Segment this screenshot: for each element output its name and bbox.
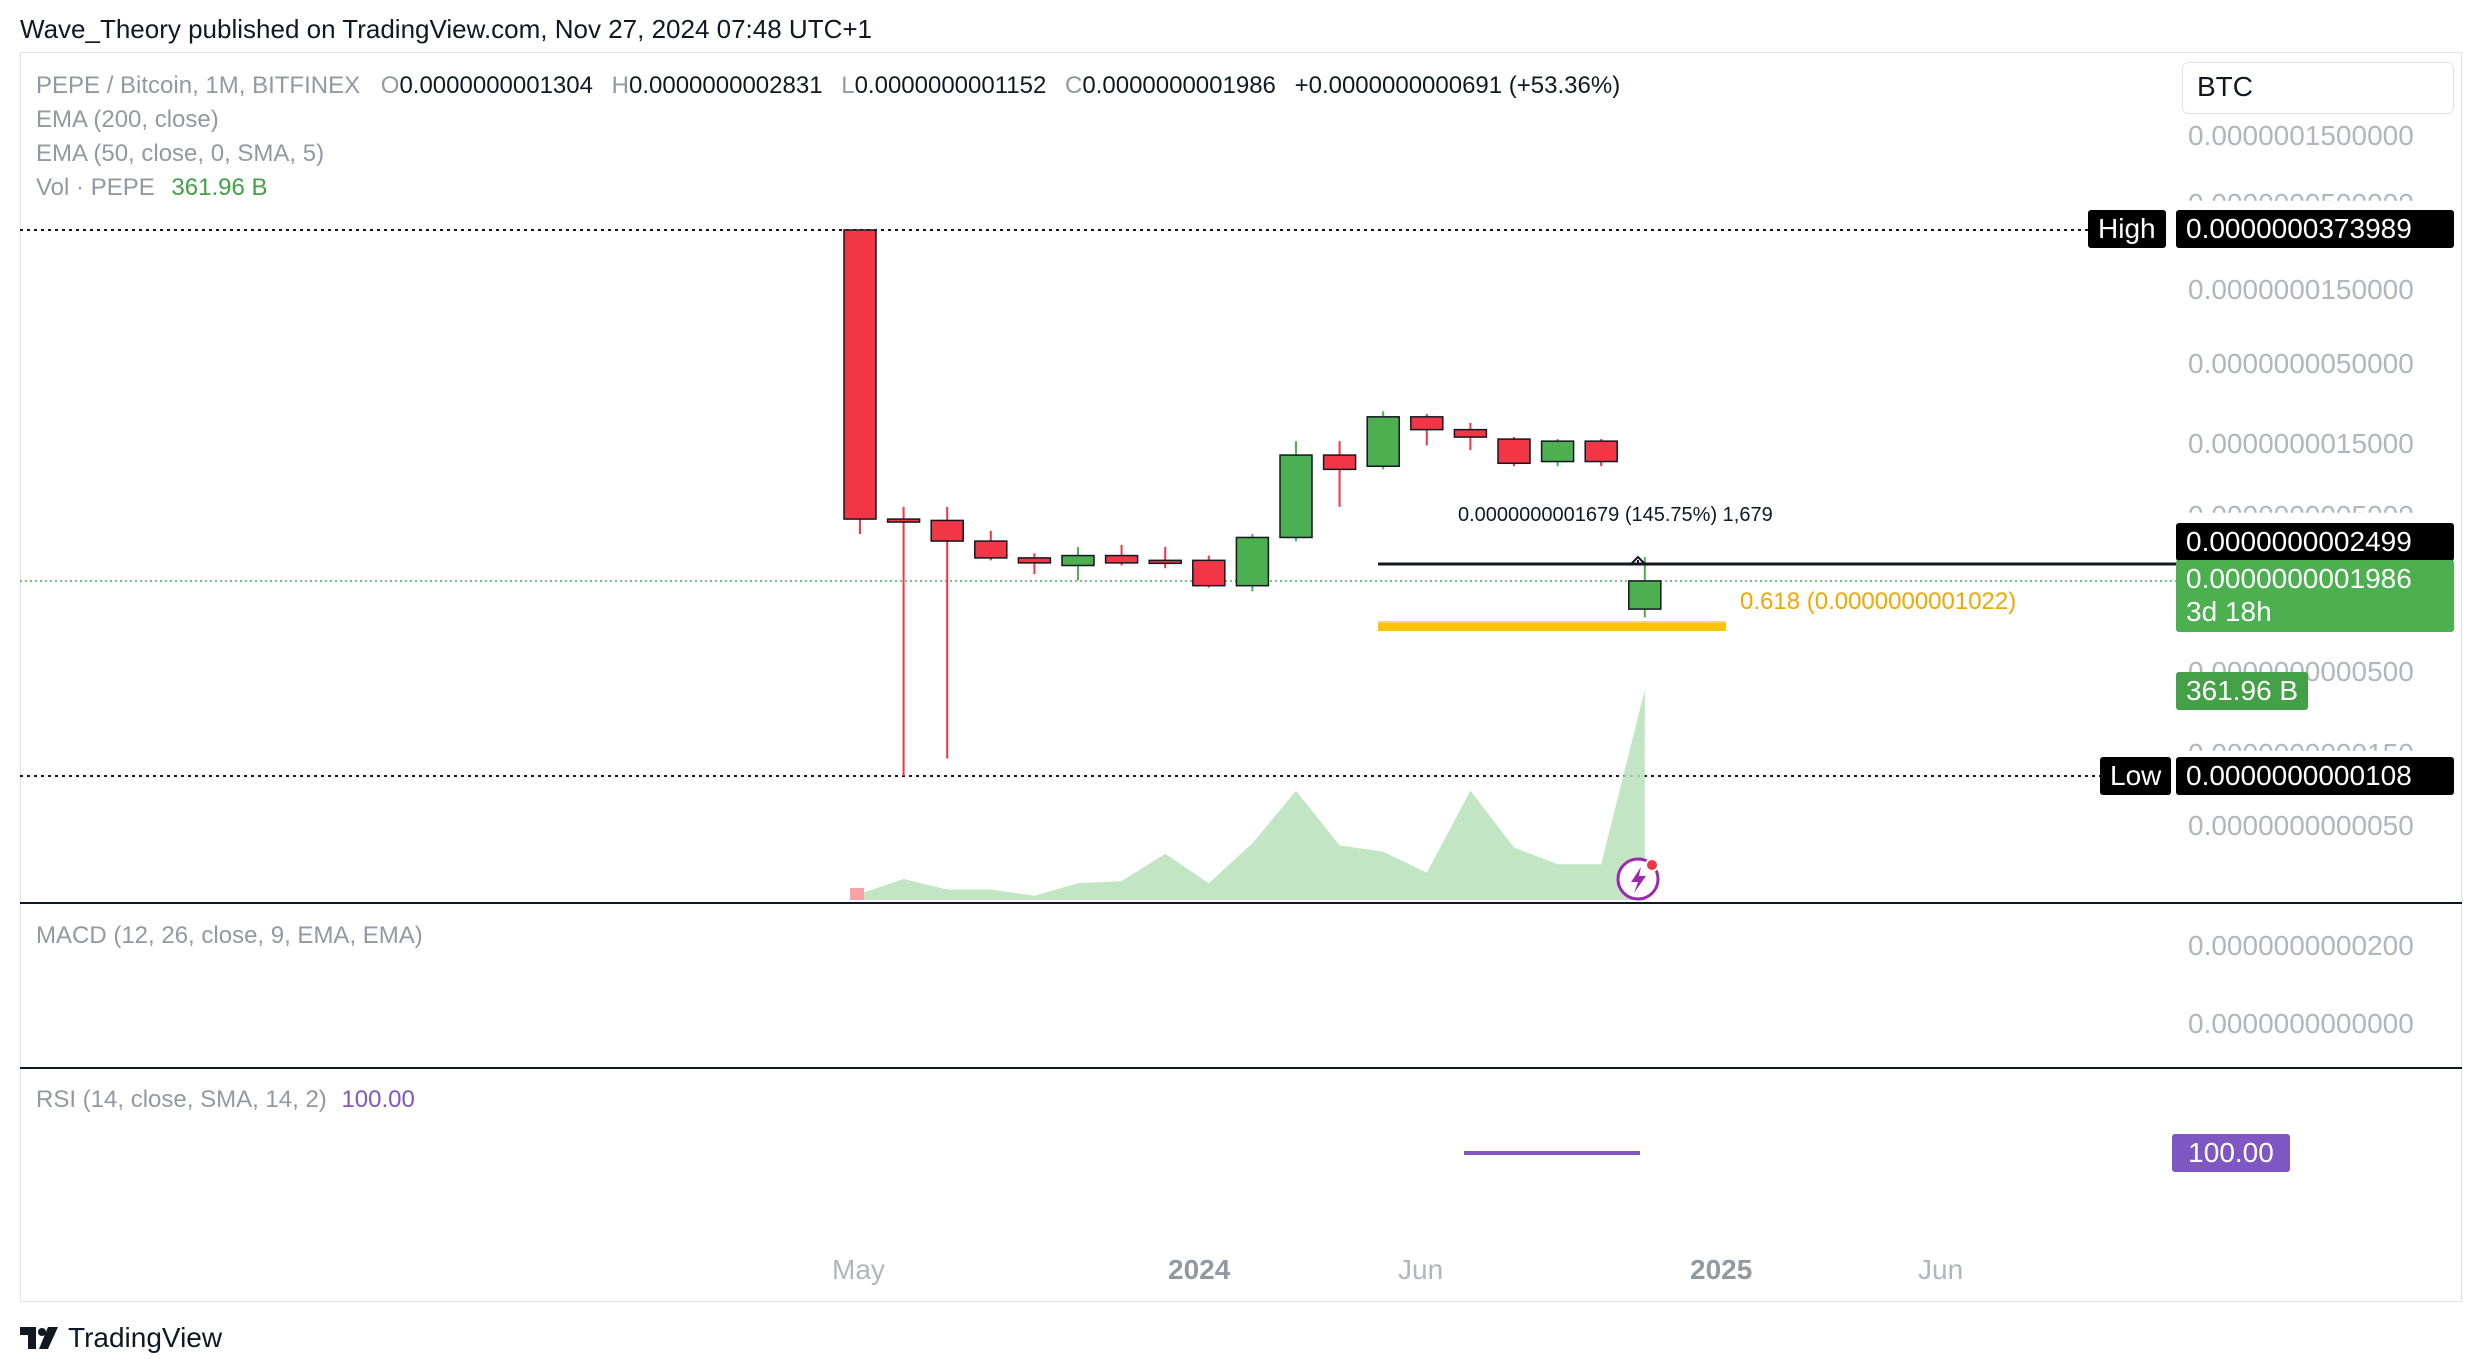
price-tick: 0.0000000000150 [2188, 738, 2414, 769]
countdown-value: 3d 18h [2186, 596, 2272, 627]
low-tag-label: Low [2100, 757, 2172, 795]
macd-title[interactable]: MACD (12, 26, close, 9, EMA, EMA) [36, 922, 423, 949]
rsi-legend[interactable]: RSI (14, close, SMA, 14, 2) 100.00 [36, 1086, 415, 1114]
price-tick: 0.0000000150000 [2188, 274, 2414, 305]
candle-body [1584, 440, 1618, 463]
fib-label: 0.618 (0.0000000001022) [1740, 588, 2017, 615]
candle-body [1279, 454, 1313, 539]
symbol-label[interactable]: PEPE / Bitcoin, 1M, BITFINEX [36, 72, 361, 99]
candle [930, 506, 964, 759]
high-label: H [611, 72, 629, 99]
high-value: 0.0000000002831 [629, 72, 823, 99]
candle-body [1628, 580, 1662, 610]
candle [1628, 557, 1662, 618]
candle [1061, 546, 1095, 581]
ohlc-legend: PEPE / Bitcoin, 1M, BITFINEX O0.00000000… [36, 72, 1620, 100]
volume-area [850, 690, 1645, 900]
lightning-icon[interactable] [1616, 857, 1660, 901]
candle-body [1410, 416, 1444, 431]
candle-body [1104, 554, 1139, 564]
candle [1148, 546, 1182, 569]
time-label: Jun [1918, 1254, 1964, 1285]
low-value: 0.0000000001152 [854, 72, 1047, 99]
candles [843, 229, 1662, 776]
candle-body [1497, 438, 1531, 465]
low-label: L [841, 72, 855, 99]
candle [1104, 544, 1139, 566]
brand-name: TradingView [68, 1322, 223, 1353]
candle [1584, 439, 1618, 467]
candle [1410, 413, 1444, 446]
candle [1322, 441, 1357, 507]
last-price-tag: 0.0000000001986 3d 18h [2176, 560, 2454, 632]
tradingview-brand[interactable]: TradingView [20, 1322, 222, 1354]
candle-body [1366, 416, 1400, 467]
price-tick: 0.0000000500000 [2188, 188, 2414, 219]
low-tag-value: 0.0000000000108 [2176, 757, 2454, 795]
price-tick: 0.0000001500000 [2188, 120, 2414, 151]
volume-label: Vol · PEPE [36, 174, 155, 201]
rsi-tag: 100.00 [2172, 1134, 2290, 1172]
candle-body [1235, 536, 1270, 587]
candle [974, 530, 1008, 561]
open-value: 0.0000000001304 [399, 72, 593, 99]
candle-body [1540, 440, 1575, 463]
candle [1235, 534, 1270, 592]
volume-area-path [860, 690, 1645, 900]
measure-arrow-icon [1629, 555, 1647, 566]
candle-body [1192, 559, 1226, 587]
macd-tick: 0.0000000000000 [2188, 1008, 2414, 1039]
measure-price-tag: 0.0000000002499 [2176, 523, 2454, 561]
price-tick: 0.0000000005000 [2188, 500, 2414, 531]
volume-first-bar [850, 888, 864, 900]
time-label: May [832, 1254, 885, 1285]
tradingview-logo-icon [20, 1327, 58, 1349]
high-tag-label: High [2088, 210, 2166, 248]
price-tick: 0.0000000015000 [2188, 428, 2414, 459]
price-tick: 0.0000000050000 [2188, 348, 2414, 379]
change-value: +0.0000000000691 (+53.36%) [1294, 72, 1621, 99]
candle [1453, 422, 1488, 451]
candle [1540, 439, 1575, 467]
candle [1192, 555, 1226, 588]
close-label: C [1065, 72, 1083, 99]
volume-tag: 361.96 B [2176, 672, 2309, 710]
fib-line[interactable] [1378, 623, 1726, 631]
measure-label: 0.0000000001679 (145.75%) 1,679 [1458, 504, 1773, 526]
ema50-label[interactable]: EMA (50, close, 0, SMA, 5) [36, 140, 325, 167]
candle [1017, 553, 1052, 575]
candle-body [1453, 428, 1488, 438]
time-label: 2024 [1168, 1254, 1231, 1285]
candle-body [930, 519, 964, 542]
candle [843, 229, 877, 535]
ema200-label[interactable]: EMA (200, close) [36, 106, 219, 133]
volume-legend[interactable]: Vol · PEPE 361.96 B [36, 174, 268, 202]
last-price-value: 0.0000000001986 [2186, 563, 2412, 594]
open-label: O [380, 72, 400, 99]
candle [1497, 437, 1531, 467]
candle-body [843, 229, 877, 520]
candle [1279, 441, 1313, 542]
macd-tick: 0.0000000000200 [2188, 930, 2414, 961]
chart-frame [20, 52, 2462, 1302]
candle [1366, 411, 1400, 470]
price-tick: 0.0000000000050 [2188, 810, 2414, 841]
volume-value: 361.96 B [171, 174, 268, 201]
publish-line: Wave_Theory published on TradingView.com… [20, 14, 872, 44]
high-tag-value: 0.0000000373989 [2176, 210, 2454, 248]
candle-body [886, 518, 921, 523]
candle-body [1148, 559, 1182, 565]
time-label: 2025 [1690, 1254, 1753, 1285]
currency-selector[interactable]: BTC [2182, 62, 2454, 114]
rsi-title: RSI (14, close, SMA, 14, 2) [36, 1086, 327, 1113]
candle [886, 506, 921, 776]
candle-body [974, 540, 1008, 559]
close-value: 0.0000000001986 [1082, 72, 1276, 99]
rsi-value: 100.00 [341, 1086, 415, 1113]
candle-body [1322, 454, 1357, 471]
candle-body [1017, 557, 1052, 564]
time-label: Jun [1398, 1254, 1444, 1285]
candle-body [1061, 554, 1095, 567]
